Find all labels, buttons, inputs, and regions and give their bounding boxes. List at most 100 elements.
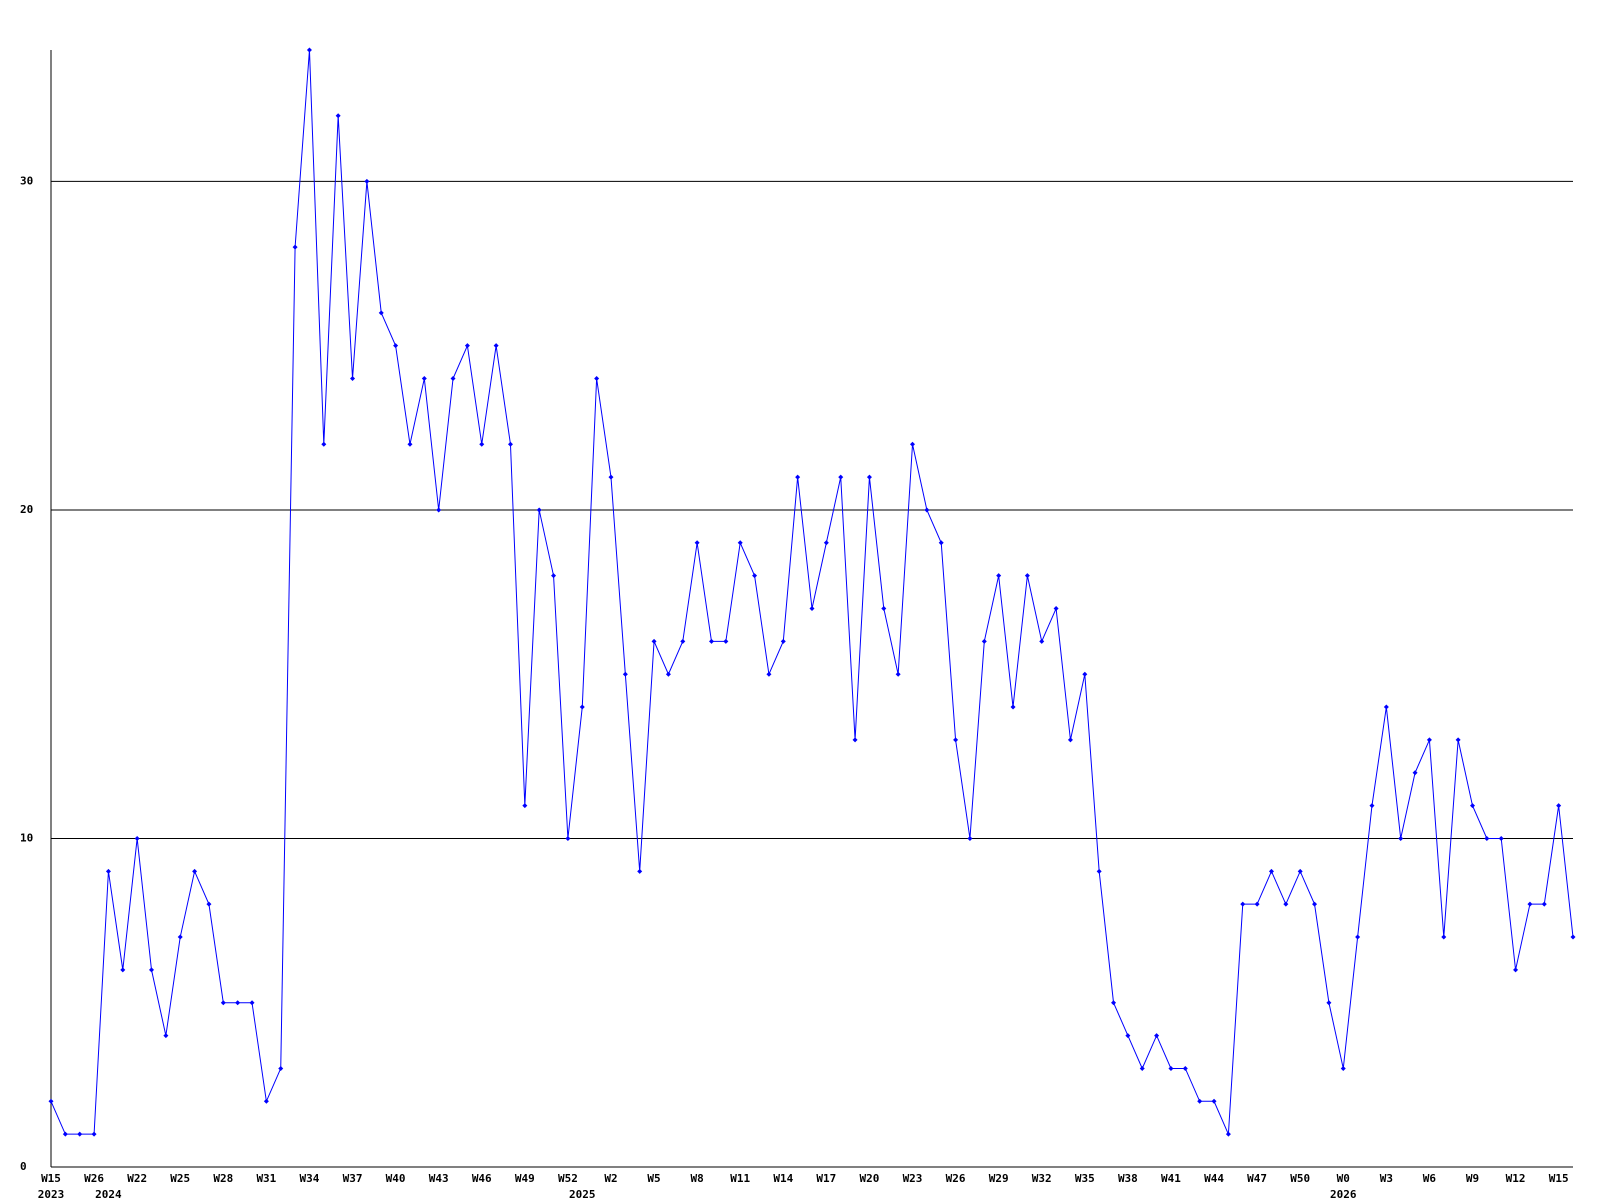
- data-point: [852, 737, 858, 743]
- data-point: [91, 1131, 97, 1137]
- x-tick-label: W12: [1506, 1172, 1526, 1185]
- data-point: [407, 441, 413, 447]
- data-point: [838, 474, 844, 480]
- x-year-label: 2025: [569, 1188, 596, 1200]
- data-point: [809, 606, 815, 611]
- data-point: [594, 376, 600, 382]
- data-point: [1082, 671, 1088, 677]
- data-point: [350, 376, 356, 382]
- data-point: [292, 244, 298, 250]
- x-tick-label: W38: [1118, 1172, 1138, 1185]
- y-tick-label: 20: [20, 503, 33, 516]
- data-point: [651, 638, 657, 644]
- data-point: [895, 671, 901, 677]
- data-point: [1182, 1065, 1188, 1071]
- data-point: [1441, 934, 1447, 940]
- data-point: [493, 343, 499, 349]
- data-point: [421, 376, 427, 382]
- x-tick-label: W8: [691, 1172, 704, 1185]
- data-point: [938, 540, 944, 546]
- data-point: [1211, 1098, 1217, 1104]
- data-point: [680, 638, 686, 644]
- data-point: [1455, 737, 1461, 743]
- x-tick-label: W26: [946, 1172, 966, 1185]
- y-tick-label: 0: [20, 1160, 27, 1173]
- data-point: [1024, 573, 1030, 579]
- y-tick-label: 10: [20, 831, 33, 844]
- data-point: [996, 573, 1002, 579]
- x-tick-label: W37: [343, 1172, 363, 1185]
- data-point: [1168, 1065, 1174, 1071]
- data-point: [823, 540, 829, 546]
- data-point: [665, 671, 671, 677]
- data-point: [536, 507, 542, 513]
- data-point: [1312, 901, 1318, 907]
- x-tick-label: W25: [170, 1172, 190, 1185]
- data-point: [1154, 1033, 1160, 1039]
- data-point: [48, 1098, 54, 1104]
- data-point: [149, 967, 155, 973]
- x-tick-label: W5: [647, 1172, 660, 1185]
- data-point: [1369, 803, 1375, 809]
- data-point: [1096, 868, 1102, 874]
- data-point: [1010, 704, 1016, 710]
- data-point: [1426, 737, 1432, 743]
- data-point: [780, 638, 786, 644]
- x-tick-label: W0: [1337, 1172, 1350, 1185]
- data-point: [1053, 606, 1059, 611]
- data-point: [1383, 704, 1389, 710]
- data-point: [378, 310, 384, 316]
- x-tick-label: W26: [84, 1172, 104, 1185]
- x-tick-label: W3: [1380, 1172, 1393, 1185]
- data-point: [766, 671, 772, 677]
- x-tick-label: W20: [859, 1172, 879, 1185]
- data-point: [220, 1000, 226, 1006]
- x-tick-label: W50: [1290, 1172, 1310, 1185]
- x-year-label: 2023: [38, 1188, 65, 1200]
- data-point: [866, 474, 872, 480]
- data-point: [1326, 1000, 1332, 1006]
- data-point: [1556, 803, 1562, 809]
- data-point: [795, 474, 801, 480]
- data-point: [1484, 835, 1490, 841]
- data-point: [1139, 1065, 1145, 1071]
- x-tick-label: W2: [604, 1172, 617, 1185]
- data-point: [522, 803, 528, 809]
- x-tick-label: W28: [213, 1172, 233, 1185]
- data-point: [1355, 934, 1361, 940]
- data-point: [637, 868, 643, 874]
- data-point: [1340, 1065, 1346, 1071]
- x-tick-label: W35: [1075, 1172, 1095, 1185]
- data-point: [249, 1000, 255, 1006]
- x-tick-label: W32: [1032, 1172, 1052, 1185]
- data-point: [981, 638, 987, 644]
- data-point: [737, 540, 743, 546]
- data-point: [752, 573, 758, 579]
- x-tick-label: W23: [903, 1172, 923, 1185]
- data-point: [192, 868, 198, 874]
- data-point: [953, 737, 959, 743]
- x-tick-label: W46: [472, 1172, 492, 1185]
- data-point: [881, 606, 887, 611]
- x-tick-label: W17: [816, 1172, 836, 1185]
- data-point: [1125, 1033, 1131, 1039]
- data-point: [1570, 934, 1576, 940]
- data-point: [1398, 835, 1404, 841]
- data-point: [551, 573, 557, 579]
- x-tick-label: W40: [386, 1172, 406, 1185]
- data-point: [235, 1000, 241, 1006]
- data-point: [1297, 868, 1303, 874]
- data-point: [177, 934, 183, 940]
- data-point: [120, 967, 126, 973]
- data-point: [1469, 803, 1475, 809]
- data-point: [206, 901, 212, 907]
- x-tick-label: W6: [1423, 1172, 1437, 1185]
- data-point: [1268, 868, 1274, 874]
- data-point: [1240, 901, 1246, 907]
- x-tick-label: W44: [1204, 1172, 1224, 1185]
- x-tick-label: W15: [41, 1172, 61, 1185]
- data-line: [50, 49, 1574, 1135]
- x-tick-label: W47: [1247, 1172, 1267, 1185]
- x-tick-label: W49: [515, 1172, 535, 1185]
